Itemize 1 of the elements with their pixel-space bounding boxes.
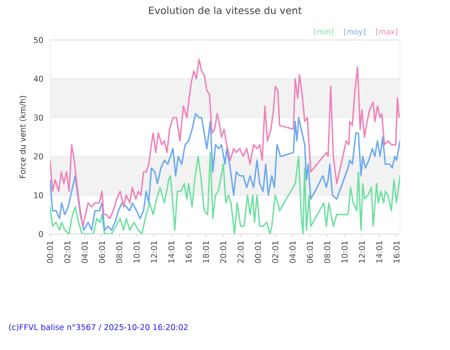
chart-title: Evolution de la vitesse du vent (149, 6, 302, 14)
